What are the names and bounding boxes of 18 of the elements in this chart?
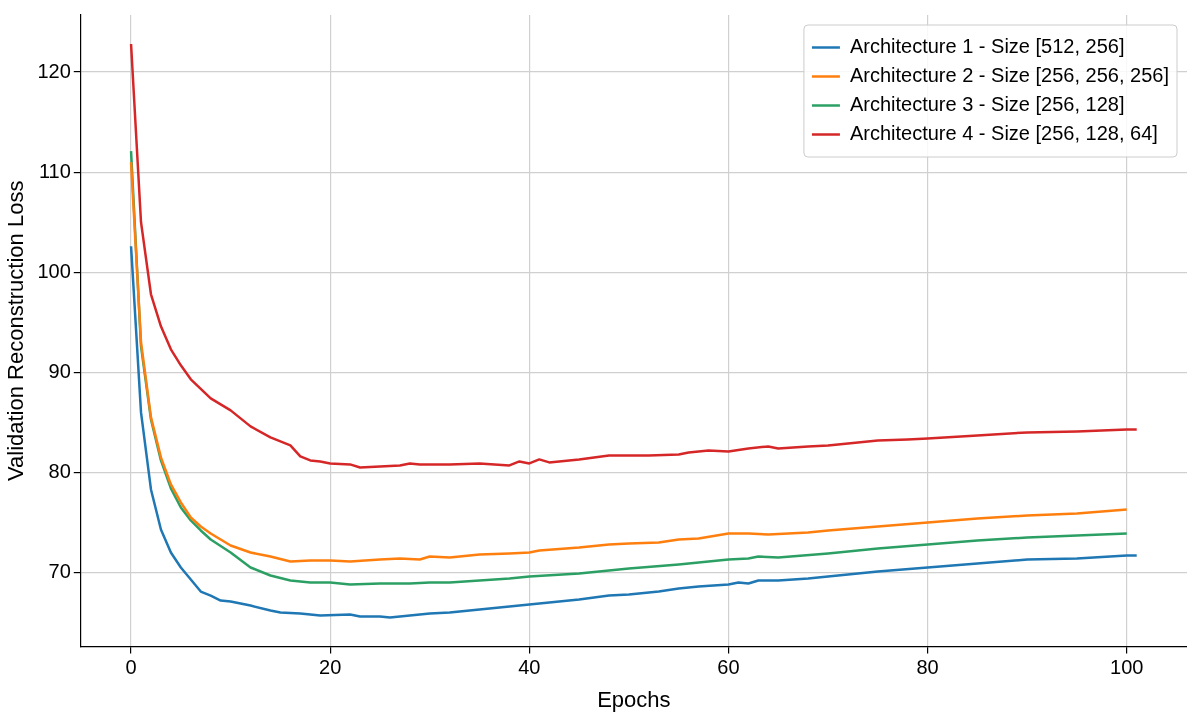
y-axis-title: Validation Reconstruction Loss (3, 180, 29, 482)
legend-label: Architecture 4 - Size [256, 128, 64] (849, 122, 1158, 145)
x-tick-label: 80 (916, 656, 939, 679)
legend-label: Architecture 3 - Size [256, 128] (849, 93, 1125, 116)
x-axis-title: Epochs (597, 686, 671, 712)
y-tick-label: 110 (38, 159, 71, 182)
y-tick-label: 90 (48, 359, 71, 382)
legend-label: Architecture 1 - Size [512, 256] (849, 35, 1125, 58)
y-tick-label: 100 (37, 259, 71, 282)
x-tick-label: 100 (1110, 656, 1144, 679)
y-tick-label: 70 (48, 560, 71, 583)
y-tick-label: 120 (37, 59, 71, 82)
legend-label: Architecture 2 - Size [256, 256, 256] (849, 64, 1170, 87)
x-tick-label: 60 (717, 656, 740, 679)
x-tick-label: 0 (125, 656, 137, 679)
x-tick-label: 20 (319, 656, 342, 679)
y-tick-label: 80 (48, 459, 71, 482)
x-tick-label: 40 (518, 656, 541, 679)
